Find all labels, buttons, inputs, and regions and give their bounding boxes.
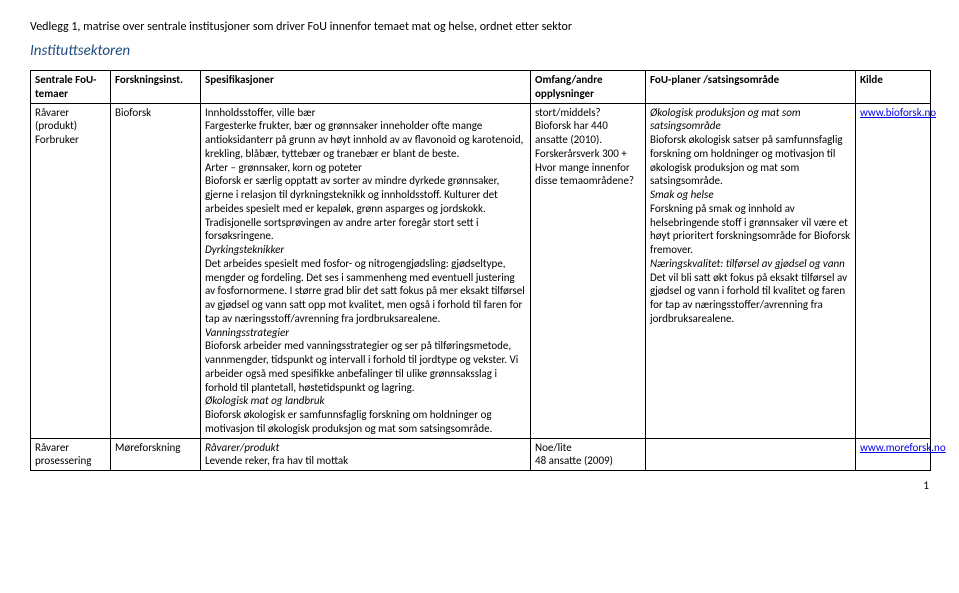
page-title: Vedlegg 1, matrise over sentrale institu… (30, 20, 929, 34)
cell-spec: Råvarer/produkt Levende reker, fra hav t… (201, 438, 531, 471)
header-c5: FoU-planer /satsingsområde (646, 71, 856, 104)
cell-spec: Innholdsstoffer, ville bær Fargesterke f… (201, 103, 531, 438)
page-number: 1 (30, 479, 929, 492)
page-subtitle: Instituttsektoren (30, 42, 929, 60)
spec-heading: Vanningsstrategier (205, 326, 289, 339)
cell-source: www.bioforsk.no (856, 103, 931, 438)
cell-plans (646, 438, 856, 471)
scope-text: stort/middels? (535, 106, 601, 119)
spec-text: Bioforsk arbeider med vanningsstrategier… (205, 339, 518, 393)
plan-heading: Næringskvalitet: tilførsel av gjødsel og… (650, 257, 845, 270)
plan-text: Det vil bli satt økt fokus på eksakt til… (650, 271, 847, 325)
spec-heading: Dyrkingsteknikker (205, 243, 284, 256)
cell-scope: stort/middels? Bioforsk har 440 ansatte … (531, 103, 646, 438)
plan-text: Forskning på smak og innhold av helsebri… (650, 202, 850, 256)
header-c6: Kilde (856, 71, 931, 104)
scope-text: Forskerårsverk 300 + (535, 147, 627, 160)
scope-text: 48 ansatte (2009) (535, 454, 613, 467)
cell-inst: Møreforskning (111, 438, 201, 471)
spec-heading: Arter – grønnsaker, korn og poteter (205, 161, 362, 174)
plan-heading: Smak og helse (650, 188, 714, 201)
main-table: Sentrale FoU-temaer Forskningsinst. Spes… (30, 70, 931, 471)
scope-text: Bioforsk har 440 ansatte (2010). (535, 119, 608, 146)
spec-text: Levende reker, fra hav til mottak (205, 454, 348, 467)
table-row: Råvarer prosessering Møreforskning Råvar… (31, 438, 931, 471)
cell-theme: Råvarer (produkt) Forbruker (31, 103, 111, 438)
header-c2: Forskningsinst. (111, 71, 201, 104)
plan-heading: Økologisk produksjon og mat som satsings… (650, 106, 801, 133)
cell-inst: Bioforsk (111, 103, 201, 438)
spec-text: Bioforsk økologisk er samfunnsfaglig for… (205, 408, 492, 435)
spec-text: Det arbeides spesielt med fosfor- og nit… (205, 257, 525, 325)
header-c1: Sentrale FoU-temaer (31, 71, 111, 104)
spec-heading: Økologisk mat og landbruk (205, 394, 325, 407)
spec-text: Bioforsk er særlig opptatt av sorter av … (205, 174, 499, 242)
header-c4: Omfang/andre opplysninger (531, 71, 646, 104)
cell-theme: Råvarer prosessering (31, 438, 111, 471)
spec-heading: Råvarer/produkt (205, 441, 279, 454)
spec-text: Fargesterke frukter, bær og grønnsaker i… (205, 119, 523, 160)
scope-text: Hvor mange innenfor disse temaområdene? (535, 161, 634, 188)
plan-text: Bioforsk økologisk satser på samfunnsfag… (650, 133, 843, 187)
table-header-row: Sentrale FoU-temaer Forskningsinst. Spes… (31, 71, 931, 104)
cell-plans: Økologisk produksjon og mat som satsings… (646, 103, 856, 438)
spec-heading: Innholdsstoffer, ville bær (205, 106, 315, 119)
cell-source: www.moreforsk.no (856, 438, 931, 471)
source-link[interactable]: www.moreforsk.no (860, 441, 946, 454)
source-link[interactable]: www.bioforsk.no (860, 106, 936, 119)
table-row: Råvarer (produkt) Forbruker Bioforsk Inn… (31, 103, 931, 438)
cell-scope: Noe/lite 48 ansatte (2009) (531, 438, 646, 471)
header-c3: Spesifikasjoner (201, 71, 531, 104)
scope-text: Noe/lite (535, 441, 572, 454)
